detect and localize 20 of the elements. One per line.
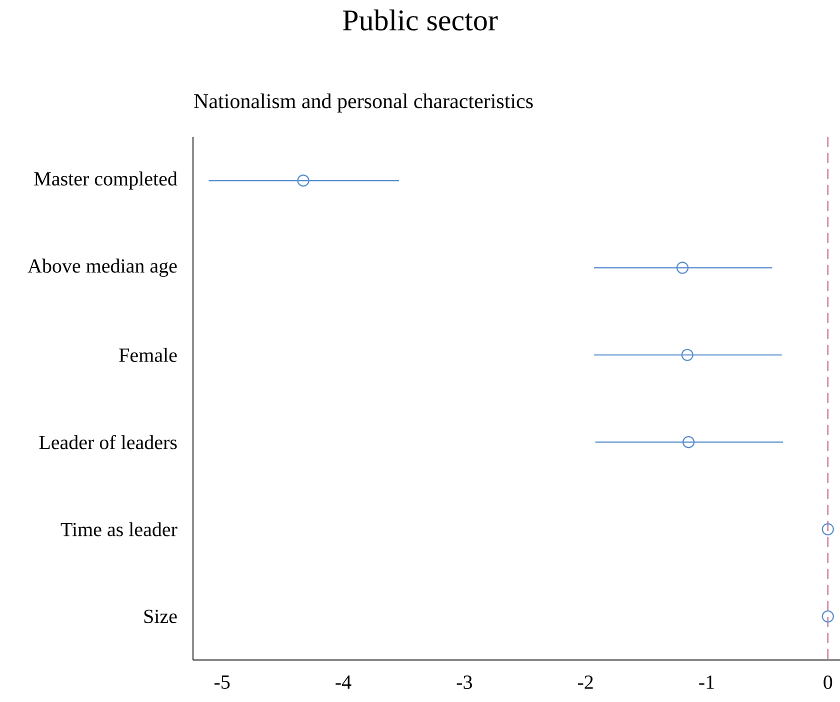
- y-tick-label: Time as leader: [60, 522, 178, 536]
- y-tick-label: Size: [144, 610, 177, 624]
- x-tick-label: -2: [578, 676, 593, 689]
- point: [822, 523, 834, 536]
- x-tick-label: -4: [336, 676, 352, 689]
- x-tick-label: -1: [699, 676, 714, 689]
- chart-title: Public sector: [342, 9, 498, 31]
- y-tick-label: Leader of leaders: [39, 434, 177, 450]
- x-tick-label: 0: [824, 676, 832, 690]
- point: [676, 262, 689, 274]
- point: [682, 436, 695, 448]
- chart-subtitle: Nationalism and personal characteristics: [194, 93, 533, 113]
- y-tick-label: Female: [119, 348, 177, 362]
- point: [681, 348, 694, 362]
- x-tick-label: -5: [214, 676, 230, 689]
- y-tick-label: Above median age: [28, 258, 177, 277]
- y-tick-label: Master completed: [34, 172, 178, 190]
- x-tick-label: -3: [456, 676, 472, 689]
- point: [822, 610, 834, 623]
- point: [297, 174, 310, 187]
